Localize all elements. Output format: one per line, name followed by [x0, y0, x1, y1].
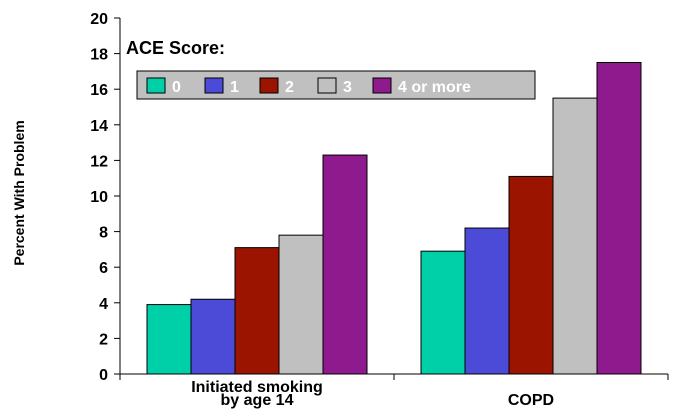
bar-3-cat0: [278, 234, 324, 375]
bars-group: [146, 62, 642, 375]
bar-1-cat1: [464, 227, 510, 375]
legend-label-3: 3: [343, 79, 352, 96]
y-tick-label-14: 14: [90, 118, 108, 135]
legend-swatch-3: [317, 77, 337, 94]
y-axis-title: Percent With Problem: [11, 120, 27, 265]
legend-swatch-4-or-more: [372, 77, 392, 94]
y-tick-label-6: 6: [99, 260, 108, 277]
bar-2-cat1: [508, 175, 554, 375]
x-category-label-1-0: COPD: [508, 392, 554, 409]
legend-box: [136, 70, 536, 100]
y-tick-label-16: 16: [90, 82, 108, 99]
y-tick-label-12: 12: [90, 153, 108, 170]
bar-0-cat0: [146, 304, 192, 375]
y-tick-label-8: 8: [99, 225, 108, 242]
bar-2-cat0: [234, 247, 280, 375]
bar-4-or-more-cat1: [596, 62, 642, 375]
y-tick-label-20: 20: [90, 11, 108, 28]
y-tick-label-4: 4: [99, 296, 108, 313]
legend-label-1: 1: [230, 79, 239, 96]
legend-title: ACE Score:: [126, 38, 225, 58]
legend-swatch-2: [259, 77, 279, 94]
legend-label-0: 0: [172, 79, 181, 96]
bar-3-cat1: [552, 97, 598, 375]
y-tick-label-2: 2: [99, 331, 108, 348]
bar-4-or-more-cat0: [322, 154, 368, 375]
legend: ACE Score: 0 1 2 3 4 or more: [126, 38, 536, 100]
y-tick-label-0: 0: [99, 367, 108, 384]
legend-label-2: 2: [285, 79, 294, 96]
legend-swatch-0: [146, 77, 166, 94]
x-category-label-0-0: Initiated smoking: [191, 379, 323, 396]
legend-label-4-or-more: 4 or more: [398, 79, 471, 96]
x-category-label-0-1: by age 14: [221, 392, 294, 409]
y-tick-label-18: 18: [90, 47, 108, 64]
bar-0-cat1: [420, 250, 466, 375]
y-tick-label-10: 10: [90, 189, 108, 206]
legend-swatch-1: [204, 77, 224, 94]
bar-1-cat0: [190, 298, 236, 375]
